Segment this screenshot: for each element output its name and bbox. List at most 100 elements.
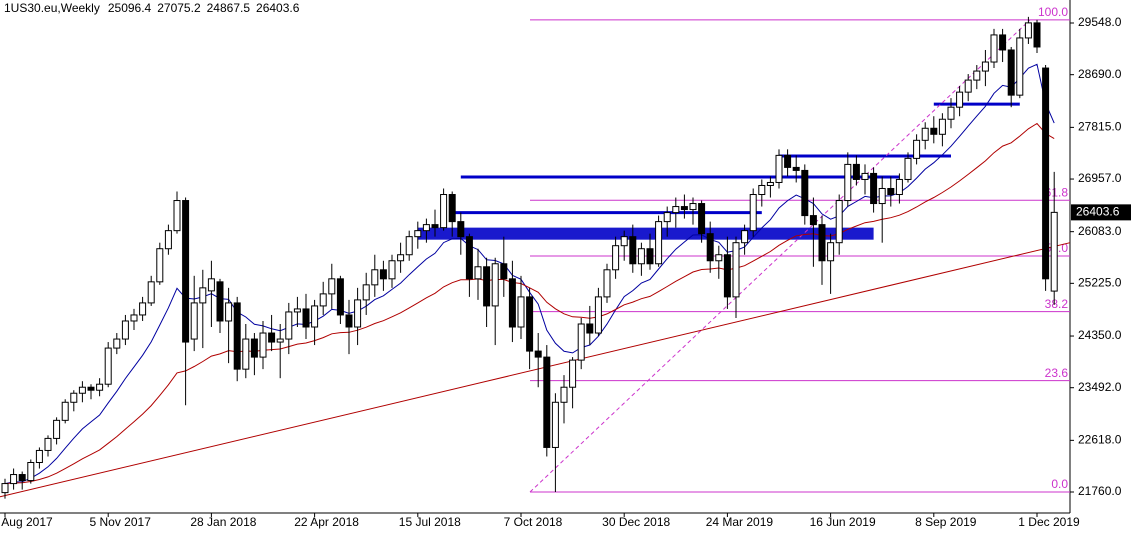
- candle-body: [569, 359, 577, 388]
- candle-body: [1, 483, 9, 494]
- candle-body: [534, 350, 542, 358]
- ohlc-high: 27075.2: [157, 1, 201, 15]
- candle-body: [78, 386, 86, 394]
- candle-body: [242, 338, 250, 370]
- candle-body: [526, 296, 534, 352]
- chart-title: 1US30.eu,Weekly: [4, 1, 100, 15]
- candle-body: [878, 187, 886, 205]
- candle-body: [698, 203, 706, 235]
- candle-body: [956, 91, 964, 108]
- candle-body: [10, 474, 18, 485]
- level-zone: [417, 227, 874, 240]
- candle-body: [741, 230, 749, 244]
- x-tick-label: Aug 2017: [1, 515, 53, 529]
- candle-body: [130, 314, 138, 322]
- x-tick-label: 24 Mar 2019: [706, 515, 774, 529]
- candle-body: [371, 269, 379, 286]
- candle-body: [18, 474, 26, 482]
- candle-body: [818, 224, 826, 262]
- candle-body: [311, 305, 319, 328]
- candle-body: [483, 266, 491, 307]
- candle-body: [1042, 67, 1050, 280]
- moving-average: [4, 122, 1055, 485]
- candle-body: [1033, 22, 1041, 48]
- candle-body: [491, 263, 499, 307]
- candle-body: [328, 278, 336, 295]
- ohlc-close: 26403.6: [256, 1, 300, 15]
- candle-body: [1024, 22, 1032, 39]
- fib-label: 0.0: [1051, 477, 1068, 491]
- candle-body: [113, 338, 121, 349]
- candle-body: [663, 212, 671, 223]
- candle-body: [259, 332, 267, 358]
- candle-body: [801, 169, 809, 217]
- candle-body: [285, 311, 293, 340]
- candle-body: [517, 296, 525, 328]
- candle-body: [809, 215, 817, 226]
- y-tick-label: 26957.0: [1078, 171, 1122, 185]
- x-tick-label: 7 Oct 2018: [504, 515, 563, 529]
- candle-body: [362, 284, 370, 301]
- candle-body: [973, 70, 981, 81]
- ohlc-open: 25096.4: [108, 1, 152, 15]
- candle-body: [603, 269, 611, 298]
- candle-body: [655, 221, 663, 265]
- candle-body: [182, 200, 190, 343]
- candle-body: [233, 302, 241, 370]
- candle-body: [586, 323, 594, 334]
- candle-body: [852, 163, 860, 180]
- candle-body: [543, 356, 551, 448]
- candle-body: [775, 154, 783, 183]
- candle-body: [620, 236, 628, 247]
- candle-body: [440, 194, 448, 229]
- candle-body: [448, 194, 456, 223]
- candle-body: [1050, 211, 1058, 292]
- candle-body: [35, 449, 43, 463]
- x-tick-label: 1 Dec 2019: [1018, 515, 1080, 529]
- candle-body: [1016, 37, 1024, 96]
- candle-body: [87, 386, 95, 391]
- candle-body: [319, 293, 327, 307]
- candle-body: [70, 392, 78, 403]
- candle-body: [27, 461, 35, 482]
- candle-body: [405, 236, 413, 256]
- candle-body: [414, 230, 422, 238]
- candle-body: [474, 266, 482, 280]
- candle-body: [887, 187, 895, 196]
- header: 1US30.eu,Weekly 25096.4 27075.2 24867.5 2640…: [4, 1, 300, 15]
- candle-body: [216, 281, 224, 322]
- candle-body: [156, 248, 164, 283]
- candle-body: [990, 34, 998, 63]
- candle-body: [121, 320, 129, 340]
- candle-body: [844, 163, 852, 202]
- candle-body: [1007, 49, 1015, 96]
- candle-body: [680, 206, 688, 211]
- candle-body: [457, 221, 465, 238]
- candle-body: [302, 308, 310, 328]
- y-tick-label: 22618.0: [1078, 433, 1122, 447]
- fib-label: 23.6: [1045, 366, 1069, 380]
- candle-body: [732, 242, 740, 298]
- x-tick-label: 5 Nov 2017: [90, 515, 152, 529]
- candle-body: [104, 347, 112, 385]
- candle-body: [629, 236, 637, 265]
- candle-body: [577, 323, 585, 361]
- x-tick-label: 16 Jun 2019: [810, 515, 876, 529]
- candle-body: [199, 287, 207, 304]
- candle-body: [706, 233, 714, 262]
- price-label: 26403.6: [1076, 205, 1120, 219]
- candle-body: [164, 230, 172, 250]
- y-tick-label: 21760.0: [1078, 484, 1122, 498]
- candle-body: [397, 254, 405, 262]
- candle-body: [139, 302, 147, 316]
- candle-body: [999, 34, 1007, 51]
- candle-body: [981, 61, 989, 72]
- candle-body: [268, 332, 276, 343]
- candle-body: [336, 278, 344, 316]
- candle-body: [715, 254, 723, 262]
- ohlc-low: 24867.5: [207, 1, 251, 15]
- candle-body: [938, 118, 946, 135]
- candle-body: [766, 181, 774, 186]
- candle-body: [646, 248, 654, 265]
